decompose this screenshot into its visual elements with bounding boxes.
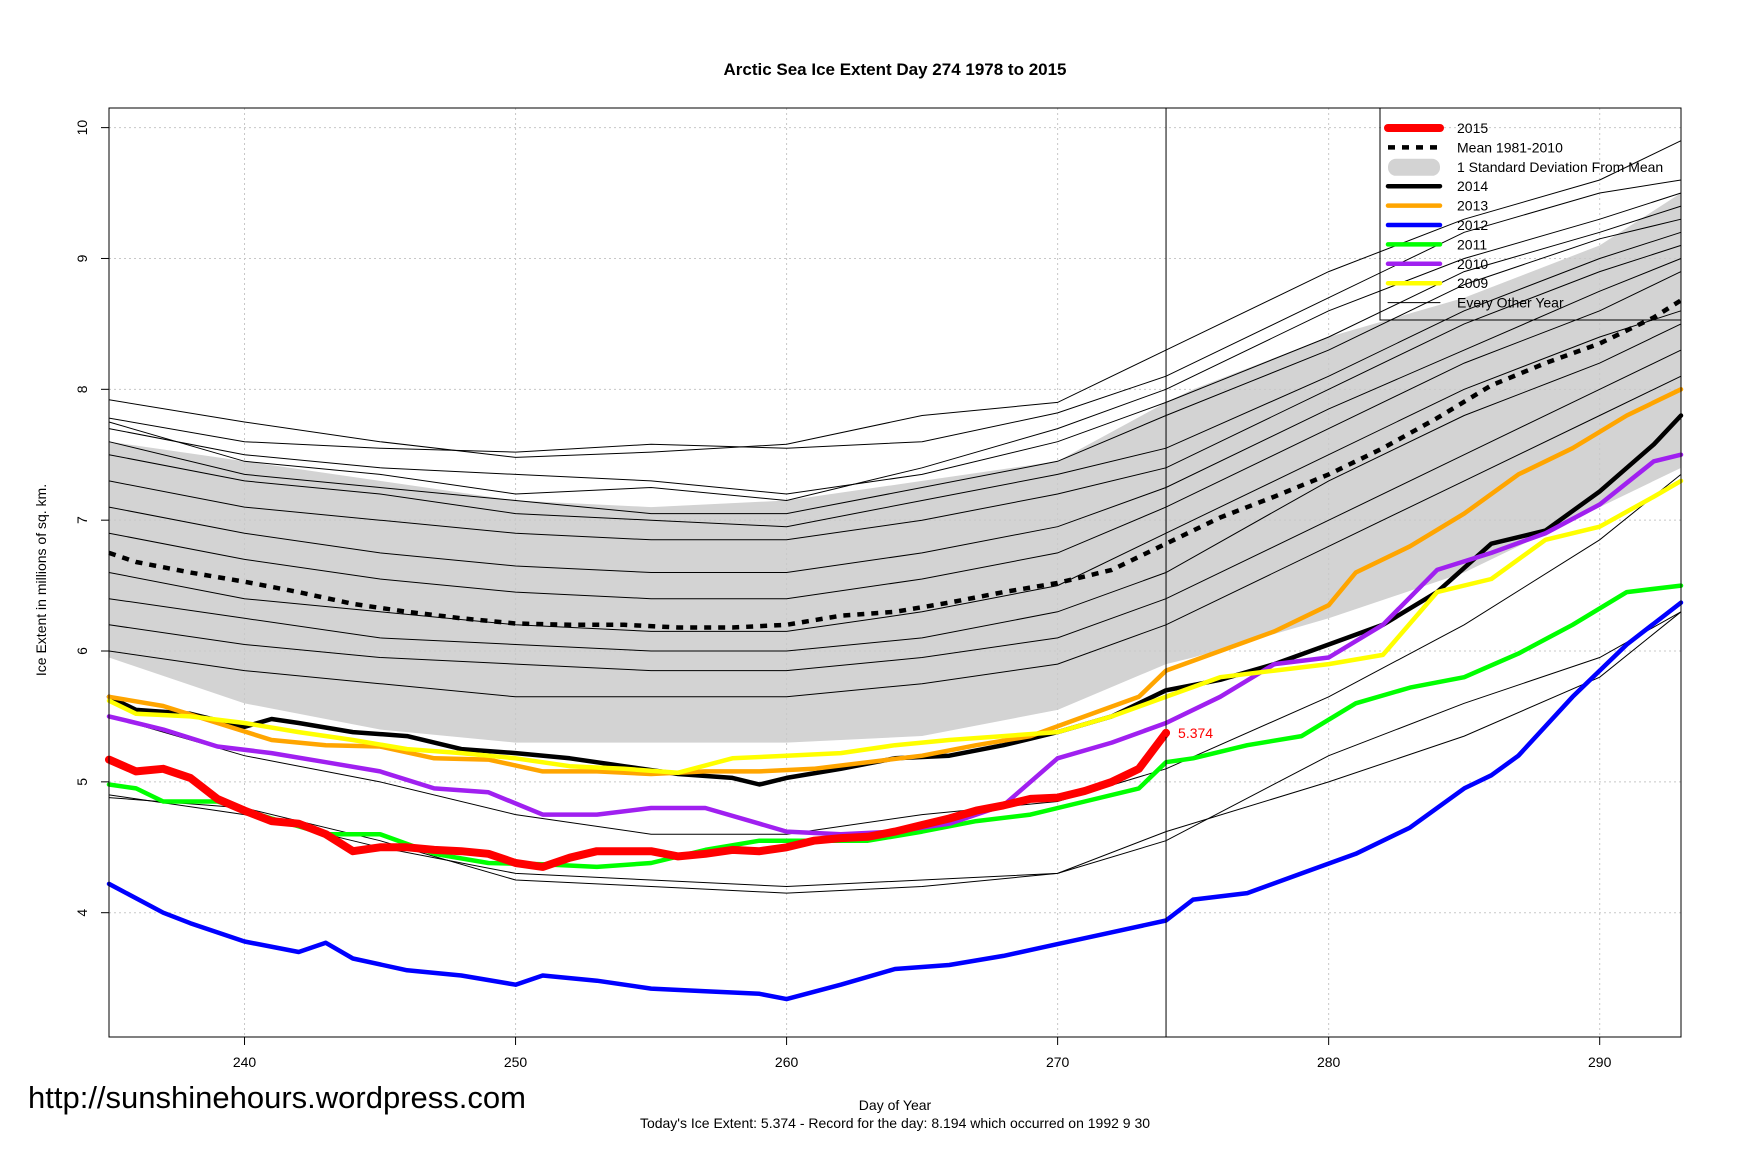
series-line-2011: [106, 583, 1684, 870]
other-year-line: [108, 349, 1682, 672]
other-year-line: [108, 271, 1682, 600]
x-tick-label: 240: [233, 1054, 257, 1070]
y-tick-label: 10: [74, 120, 90, 136]
other-year-line: [108, 218, 1682, 515]
other-year-line: [108, 611, 1682, 894]
series-line-2015: [105, 728, 1170, 871]
std-deviation-band: [109, 193, 1681, 743]
x-axis-label: Day of Year: [859, 1097, 932, 1113]
other-year-line: [108, 323, 1682, 652]
legend-swatch: [1388, 158, 1440, 176]
legend-label: 2009: [1457, 275, 1488, 291]
y-axis-ticks: 4 5 6 7 8 9 10: [74, 120, 109, 917]
current-value-label: 5.374: [1178, 725, 1213, 741]
other-year-line: [108, 474, 1682, 835]
legend-label: 2014: [1457, 178, 1488, 194]
series-line-mean-1981-2010: [108, 298, 1683, 630]
legend-label: Every Other Year: [1457, 295, 1564, 311]
source-url: http://sunshinehours.wordpress.com: [28, 1080, 526, 1115]
y-tick-label: 5: [74, 778, 90, 786]
y-axis-label: Ice Extent in millions of sq. km.: [33, 484, 49, 676]
other-year-line: [108, 375, 1682, 698]
other-year-line: [108, 258, 1682, 573]
x-tick-label: 290: [1588, 1054, 1612, 1070]
x-tick-label: 260: [775, 1054, 799, 1070]
chart-subtitle: Today's Ice Extent: 5.374 - Record for t…: [640, 1115, 1150, 1131]
plot-area: 5.374: [105, 107, 1684, 1038]
other-year-line: [108, 179, 1682, 453]
chart-title: Arctic Sea Ice Extent Day 274 1978 to 20…: [723, 60, 1066, 79]
legend: 2015 Mean 1981-2010 1 Standard Deviation F…: [1379, 107, 1682, 321]
y-tick-label: 4: [74, 909, 90, 917]
series-line-2012: [106, 600, 1684, 1002]
x-tick-label: 280: [1317, 1054, 1341, 1070]
series-line-2014: [106, 413, 1684, 787]
x-tick-label: 270: [1046, 1054, 1070, 1070]
other-year-line: [108, 231, 1682, 528]
series-line-2009: [106, 478, 1684, 775]
legend-label: 2015: [1457, 120, 1488, 136]
legend-label: 1 Standard Deviation From Mean: [1457, 159, 1663, 175]
other-year-line: [108, 205, 1682, 495]
y-tick-label: 9: [74, 254, 90, 262]
plot-frame: [108, 107, 1682, 1038]
x-axis-ticks: 240 250 260 270 280 290: [233, 1037, 1612, 1070]
y-tick-label: 8: [74, 385, 90, 393]
legend-label: 2012: [1457, 217, 1488, 233]
other-year-line: [108, 140, 1682, 458]
legend-label: 2011: [1457, 236, 1487, 252]
legend-label: 2010: [1457, 256, 1488, 272]
legend-box: [1379, 107, 1682, 321]
x-tick-label: 250: [504, 1054, 528, 1070]
current-value-point: [1162, 728, 1171, 737]
other-year-line: [108, 244, 1682, 541]
y-tick-label: 7: [74, 516, 90, 524]
other-year-line: [108, 192, 1682, 502]
other-year-line: [108, 310, 1682, 632]
legend-label: 2013: [1457, 198, 1488, 214]
legend-label: Mean 1981-2010: [1457, 139, 1563, 155]
y-tick-label: 6: [74, 647, 90, 655]
